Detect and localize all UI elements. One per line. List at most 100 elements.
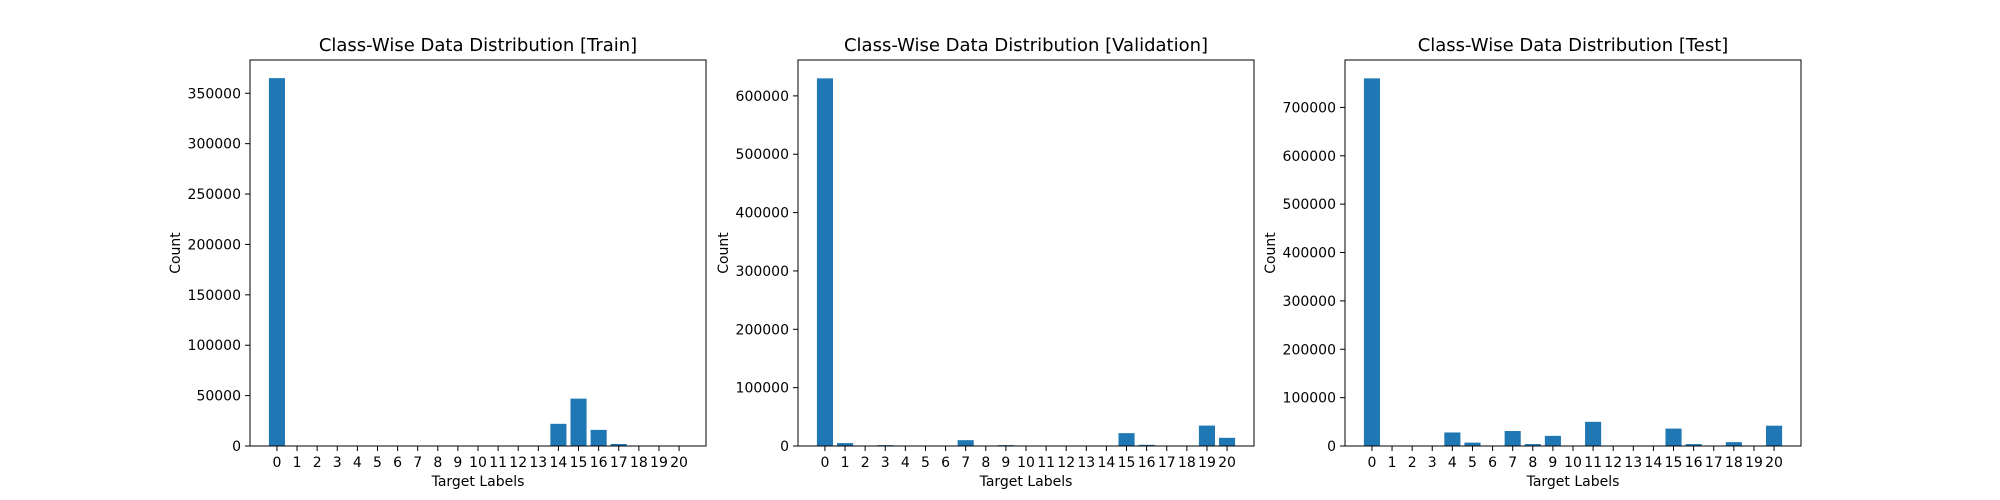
bar-20: [1766, 425, 1783, 446]
y-axis-label: Count: [1263, 232, 1279, 274]
x-tick-label: 13: [1624, 455, 1642, 471]
y-tick-label: 100000: [1283, 391, 1336, 407]
bar-14: [550, 423, 567, 446]
x-tick-label: 4: [353, 455, 362, 471]
x-tick-label: 4: [901, 455, 910, 471]
x-tick-label: 19: [1745, 455, 1763, 471]
x-tick-label: 18: [630, 455, 648, 471]
bar-5: [1464, 442, 1481, 446]
x-axis-label: Target Labels: [1526, 474, 1620, 490]
y-tick-label: 50000: [196, 389, 241, 405]
x-tick-label: 14: [1645, 455, 1663, 471]
y-tick-label: 300000: [1283, 294, 1336, 310]
x-tick-label: 18: [1178, 455, 1196, 471]
bar-15: [570, 398, 587, 446]
x-tick-label: 7: [413, 455, 422, 471]
x-tick-label: 17: [1705, 455, 1723, 471]
x-tick-label: 15: [570, 455, 588, 471]
y-tick-label: 0: [780, 439, 789, 455]
bar-7: [1504, 431, 1521, 446]
plot-frame: [797, 59, 1255, 447]
bar-15: [1118, 433, 1135, 446]
x-axis-label: Target Labels: [431, 474, 525, 490]
bar-0: [1363, 78, 1380, 446]
chart-title: Class-Wise Data Distribution [Train]: [319, 35, 637, 56]
x-tick-label: 17: [610, 455, 628, 471]
x-tick-label: 19: [1198, 455, 1216, 471]
y-tick-label: 250000: [188, 187, 241, 203]
x-tick-label: 11: [1037, 455, 1055, 471]
x-tick-label: 18: [1725, 455, 1743, 471]
x-tick-label: 3: [881, 455, 890, 471]
x-tick-label: 2: [861, 455, 870, 471]
chart-validation: Class-Wise Data Distribution [Validation…: [716, 35, 1255, 490]
x-tick-label: 14: [1098, 455, 1116, 471]
y-tick-label: 300000: [188, 137, 241, 153]
x-tick-label: 6: [1488, 455, 1497, 471]
x-tick-label: 20: [670, 455, 688, 471]
plot-frame: [249, 59, 707, 447]
y-tick-label: 400000: [736, 206, 789, 222]
bar-19: [1198, 425, 1215, 446]
bar-16: [1138, 444, 1155, 446]
x-tick-label: 7: [1508, 455, 1517, 471]
y-tick-label: 0: [232, 439, 241, 455]
bar-4: [1444, 432, 1461, 446]
y-tick-label: 500000: [1283, 197, 1336, 213]
x-tick-label: 17: [1158, 455, 1176, 471]
x-tick-label: 9: [1001, 455, 1010, 471]
chart-train: Class-Wise Data Distribution [Train] Tar…: [168, 35, 707, 490]
bar-9: [1544, 435, 1561, 446]
x-tick-label: 3: [1428, 455, 1437, 471]
x-tick-label: 5: [921, 455, 930, 471]
x-tick-label: 3: [333, 455, 342, 471]
x-tick-label: 1: [1388, 455, 1397, 471]
x-tick-label: 12: [1057, 455, 1075, 471]
y-tick-label: 0: [1327, 439, 1336, 455]
x-tick-label: 2: [313, 455, 322, 471]
x-tick-label: 12: [509, 455, 527, 471]
x-tick-label: 8: [981, 455, 990, 471]
x-tick-label: 4: [1448, 455, 1457, 471]
x-tick-label: 0: [1367, 455, 1376, 471]
x-tick-label: 13: [529, 455, 547, 471]
x-tick-label: 2: [1408, 455, 1417, 471]
x-tick-label: 16: [590, 455, 608, 471]
x-tick-label: 16: [1138, 455, 1156, 471]
x-tick-label: 15: [1118, 455, 1136, 471]
bar-20: [1219, 437, 1236, 446]
x-tick-label: 1: [841, 455, 850, 471]
bar-11: [1585, 421, 1602, 446]
x-tick-label: 9: [1548, 455, 1557, 471]
x-tick-label: 6: [941, 455, 950, 471]
x-tick-label: 7: [961, 455, 970, 471]
plot-frame: [1344, 59, 1802, 447]
y-tick-label: 600000: [1283, 149, 1336, 165]
y-tick-label: 400000: [1283, 246, 1336, 262]
x-tick-label: 11: [1584, 455, 1602, 471]
chart-title: Class-Wise Data Distribution [Validation…: [844, 35, 1208, 56]
x-tick-label: 16: [1685, 455, 1703, 471]
bar-0: [816, 78, 833, 446]
x-tick-label: 1: [293, 455, 302, 471]
x-tick-label: 8: [433, 455, 442, 471]
y-tick-label: 350000: [188, 86, 241, 102]
bar-8: [1524, 444, 1541, 446]
x-tick-label: 10: [469, 455, 487, 471]
chart-title: Class-Wise Data Distribution [Test]: [1418, 35, 1729, 56]
y-tick-label: 100000: [188, 338, 241, 354]
x-tick-label: 8: [1528, 455, 1537, 471]
x-tick-label: 19: [650, 455, 668, 471]
bar-0: [268, 78, 285, 446]
y-tick-label: 200000: [736, 322, 789, 338]
bar-7: [957, 440, 974, 446]
y-tick-label: 600000: [736, 89, 789, 105]
y-axis-label: Count: [168, 232, 184, 274]
bar-15: [1665, 428, 1682, 446]
bar-1: [837, 443, 854, 446]
y-tick-label: 100000: [736, 381, 789, 397]
x-tick-label: 13: [1077, 455, 1095, 471]
y-tick-label: 200000: [1283, 342, 1336, 358]
x-tick-label: 20: [1218, 455, 1236, 471]
y-tick-label: 700000: [1283, 100, 1336, 116]
